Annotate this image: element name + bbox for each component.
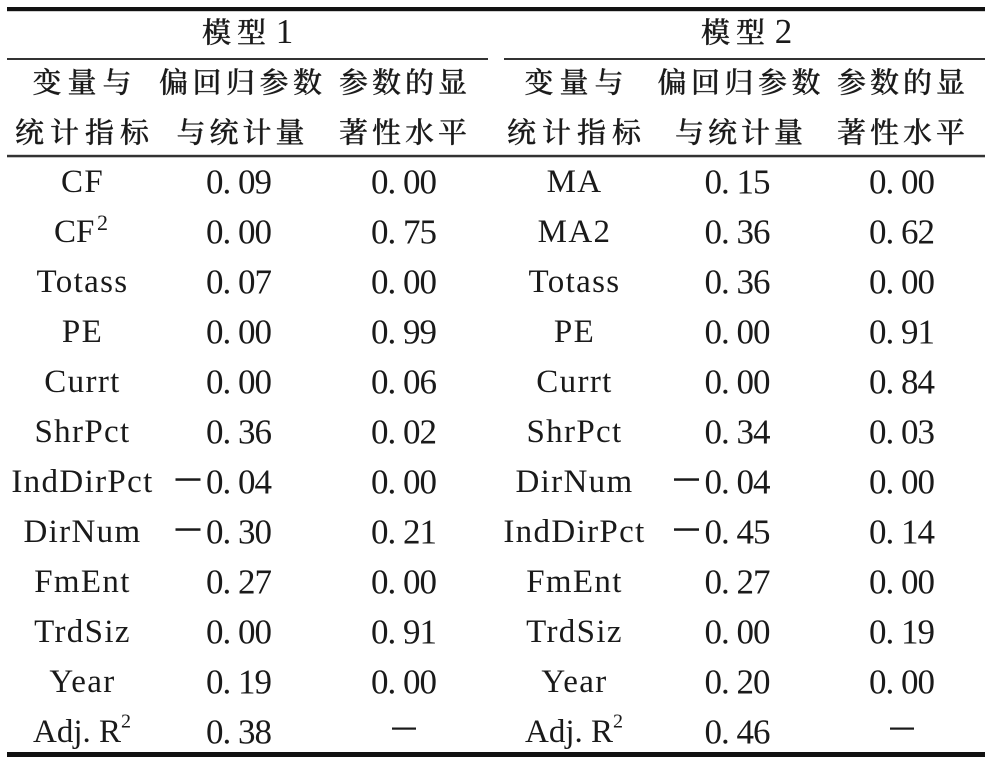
svg-text:0. 09: 0. 09 bbox=[206, 163, 272, 202]
svg-text:Year: Year bbox=[541, 664, 607, 700]
svg-text:DirNum: DirNum bbox=[23, 514, 141, 550]
svg-text:FmEnt: FmEnt bbox=[34, 564, 131, 600]
svg-text:0. 15: 0. 15 bbox=[705, 163, 771, 202]
svg-text:0. 91: 0. 91 bbox=[869, 313, 934, 352]
svg-text:Currt: Currt bbox=[44, 364, 120, 400]
svg-text:0. 36: 0. 36 bbox=[705, 263, 771, 302]
svg-text:0. 02: 0. 02 bbox=[371, 413, 436, 452]
svg-text:0. 27: 0. 27 bbox=[705, 563, 771, 602]
svg-text:0. 20: 0. 20 bbox=[705, 663, 771, 702]
svg-text:0. 04: 0. 04 bbox=[206, 463, 272, 502]
svg-text:0. 00: 0. 00 bbox=[705, 613, 771, 652]
svg-text:0. 84: 0. 84 bbox=[869, 363, 935, 402]
svg-text:0. 27: 0. 27 bbox=[206, 563, 272, 602]
svg-text:0. 00: 0. 00 bbox=[705, 313, 771, 352]
svg-text:Totass: Totass bbox=[529, 264, 621, 300]
svg-text:PE: PE bbox=[62, 314, 103, 350]
svg-text:0. 00: 0. 00 bbox=[371, 563, 437, 602]
svg-text:IndDirPct: IndDirPct bbox=[11, 464, 153, 500]
svg-text:0. 03: 0. 03 bbox=[869, 413, 935, 452]
svg-text:TrdSiz: TrdSiz bbox=[34, 614, 131, 650]
svg-text:0. 00: 0. 00 bbox=[206, 213, 272, 252]
svg-text:0. 00: 0. 00 bbox=[206, 313, 272, 352]
svg-text:0. 46: 0. 46 bbox=[705, 713, 771, 752]
svg-text:0. 91: 0. 91 bbox=[371, 613, 436, 652]
svg-text:0. 00: 0. 00 bbox=[371, 163, 437, 202]
svg-text:0. 00: 0. 00 bbox=[869, 563, 935, 602]
svg-text:Adj. R: Adj. R bbox=[33, 714, 121, 750]
svg-text:ShrPct: ShrPct bbox=[526, 414, 622, 450]
svg-text:ShrPct: ShrPct bbox=[34, 414, 130, 450]
svg-text:0. 06: 0. 06 bbox=[371, 363, 437, 402]
svg-text:0. 07: 0. 07 bbox=[206, 263, 272, 302]
svg-text:PE: PE bbox=[554, 314, 595, 350]
svg-text:Adj. R: Adj. R bbox=[525, 714, 613, 750]
svg-text:IndDirPct: IndDirPct bbox=[503, 514, 645, 550]
svg-text:2: 2 bbox=[121, 711, 131, 733]
svg-text:0. 45: 0. 45 bbox=[705, 513, 771, 552]
svg-text:Currt: Currt bbox=[536, 364, 612, 400]
svg-text:0. 00: 0. 00 bbox=[869, 163, 935, 202]
svg-text:0. 00: 0. 00 bbox=[371, 263, 437, 302]
svg-text:0. 00: 0. 00 bbox=[705, 363, 771, 402]
svg-text:0. 30: 0. 30 bbox=[206, 513, 272, 552]
svg-text:0. 00: 0. 00 bbox=[371, 463, 437, 502]
svg-text:0. 14: 0. 14 bbox=[869, 513, 935, 552]
svg-text:0. 38: 0. 38 bbox=[206, 713, 272, 752]
svg-text:CF: CF bbox=[54, 214, 94, 250]
svg-text:2: 2 bbox=[613, 711, 623, 733]
svg-text:0. 00: 0. 00 bbox=[206, 613, 272, 652]
svg-text:0. 00: 0. 00 bbox=[869, 463, 935, 502]
svg-text:Year: Year bbox=[49, 664, 115, 700]
svg-text:0. 34: 0. 34 bbox=[705, 413, 771, 452]
svg-text:0. 62: 0. 62 bbox=[869, 213, 934, 252]
svg-text:DirNum: DirNum bbox=[515, 464, 633, 500]
svg-text:0. 19: 0. 19 bbox=[206, 663, 272, 702]
svg-text:0. 19: 0. 19 bbox=[869, 613, 935, 652]
svg-text:0. 99: 0. 99 bbox=[371, 313, 437, 352]
svg-text:1: 1 bbox=[276, 12, 294, 51]
svg-text:0. 00: 0. 00 bbox=[206, 363, 272, 402]
svg-text:2: 2 bbox=[97, 210, 108, 235]
svg-text:MA2: MA2 bbox=[538, 214, 612, 250]
svg-text:0. 36: 0. 36 bbox=[705, 213, 771, 252]
svg-text:0. 00: 0. 00 bbox=[371, 663, 437, 702]
svg-text:0. 36: 0. 36 bbox=[206, 413, 272, 452]
svg-text:0. 04: 0. 04 bbox=[705, 463, 771, 502]
svg-text:0. 00: 0. 00 bbox=[869, 663, 935, 702]
svg-text:FmEnt: FmEnt bbox=[526, 564, 623, 600]
svg-text:CF: CF bbox=[61, 164, 104, 200]
svg-text:MA: MA bbox=[547, 164, 603, 200]
svg-text:0. 21: 0. 21 bbox=[371, 513, 436, 552]
svg-text:2: 2 bbox=[775, 12, 793, 51]
svg-text:Totass: Totass bbox=[37, 264, 129, 300]
svg-text:TrdSiz: TrdSiz bbox=[526, 614, 623, 650]
svg-text:0. 75: 0. 75 bbox=[371, 213, 437, 252]
svg-text:0. 00: 0. 00 bbox=[869, 263, 935, 302]
